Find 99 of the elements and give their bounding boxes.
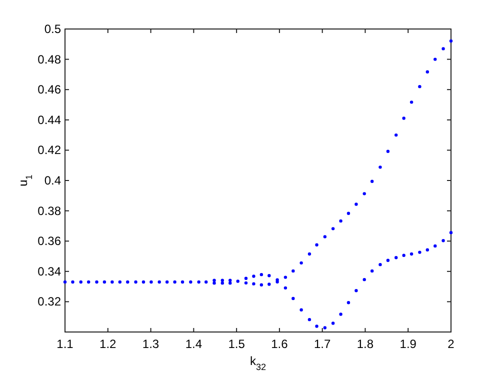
point [71,280,74,284]
point [370,269,374,273]
point [142,280,146,284]
point [339,312,342,316]
x-tick-label: 1.4 [185,337,202,351]
point [386,150,390,154]
point [449,39,453,43]
y-tick-label: 0.32 [38,294,62,309]
y-tick-label: 0.5 [44,22,62,36]
point [331,227,335,230]
x-tick-label: 1.6 [271,337,288,351]
point [284,276,288,279]
point [402,254,406,257]
x-tick-label: 1.8 [356,337,374,351]
point [252,282,256,286]
point [418,84,422,88]
point [323,235,327,238]
point [386,258,390,262]
x-tick-label: 1.5 [228,337,246,351]
point [434,58,437,61]
point [331,322,335,325]
point [134,280,138,284]
point [315,243,318,246]
point [362,278,366,282]
point [300,261,303,265]
point [126,280,130,284]
point [244,281,248,285]
point [346,212,350,215]
point [362,192,366,196]
point [158,280,161,284]
point [252,274,256,278]
point [102,280,106,284]
x-tick-label: 1.1 [56,337,74,351]
point [308,318,312,322]
point [268,282,271,286]
point [378,166,382,169]
point [220,278,224,282]
point [268,274,271,278]
x-tick-label: 1.3 [142,337,160,351]
point [339,219,342,223]
point [292,296,295,300]
x-axis-title: k$_{32}$ [250,354,266,372]
x-tick-label: 1.2 [100,337,117,351]
point [426,248,430,252]
point [418,250,422,254]
point [228,278,232,282]
point [292,269,295,273]
point [315,324,318,328]
x-tick-label: 2 [448,337,455,351]
x-tick-label: 1.9 [400,337,417,351]
point [86,280,90,284]
point [212,278,216,282]
point [449,231,453,234]
point [308,252,312,256]
y-tick-label: 0.34 [38,264,62,278]
point [173,280,176,284]
point [402,116,406,120]
point [212,281,216,285]
point [354,289,358,292]
point [79,280,82,284]
x-tick-label: 1.7 [314,337,331,351]
point [180,280,184,284]
point [118,280,122,284]
point [63,280,67,284]
point [410,252,414,256]
point [197,280,200,284]
point [228,281,232,285]
point [354,202,358,206]
point [378,262,382,266]
point [394,256,398,260]
point [165,280,169,284]
point [346,301,350,304]
point [300,308,303,312]
y-tick-label: 0.4 [44,174,62,188]
point [95,280,98,284]
point [442,239,445,242]
point [426,70,430,74]
point [442,47,445,50]
point [189,280,192,284]
point [284,286,288,290]
point [244,276,248,280]
y-tick-label: 0.38 [38,204,62,218]
point [220,281,224,285]
y-tick-label: 0.46 [38,82,62,97]
y-tick-label: 0.48 [38,52,62,66]
point [434,244,437,248]
point [204,280,208,284]
y-tick-label: 0.36 [38,234,62,248]
point [260,283,264,286]
point [150,280,153,284]
point [410,100,414,104]
point [394,133,398,137]
point [260,272,264,276]
point [236,280,240,283]
point [323,326,327,330]
point [370,180,374,184]
y-tick-label: 0.42 [38,143,62,158]
y-tick-label: 0.44 [38,112,62,127]
point [110,280,114,284]
